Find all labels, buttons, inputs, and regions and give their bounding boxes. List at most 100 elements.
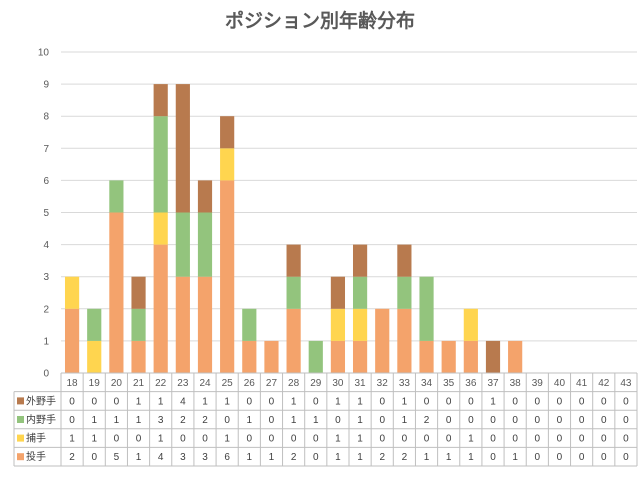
data-label: 0	[557, 452, 563, 463]
data-label: 0	[69, 396, 75, 407]
data-label: 0	[490, 415, 496, 426]
bar-segment	[64, 308, 80, 373]
bar-segment	[220, 180, 235, 373]
data-label: 2	[291, 452, 297, 463]
legend-key	[17, 416, 24, 423]
legend-label: 捕手	[26, 432, 46, 445]
data-label: 0	[468, 396, 474, 407]
bar-segment	[485, 340, 501, 373]
data-label: 0	[601, 415, 607, 426]
bar-segment	[463, 340, 478, 373]
x-tick-label: 35	[443, 378, 455, 389]
bar-segment	[508, 340, 523, 373]
data-label: 1	[424, 452, 430, 463]
data-label: 0	[512, 415, 518, 426]
data-label: 1	[247, 452, 253, 463]
bar-segment	[153, 212, 168, 245]
bar-segment	[419, 276, 434, 341]
data-label: 0	[224, 415, 230, 426]
y-tick-label: 10	[38, 48, 50, 59]
data-label: 6	[224, 452, 230, 463]
data-label: 1	[136, 396, 142, 407]
data-label: 0	[512, 396, 518, 407]
data-label: 1	[490, 396, 496, 407]
data-label: 0	[180, 434, 186, 445]
data-label: 0	[446, 415, 452, 426]
bar-segment	[375, 308, 390, 373]
data-label: 2	[69, 452, 75, 463]
data-label: 1	[114, 415, 120, 426]
data-label: 1	[357, 396, 363, 407]
data-label: 1	[468, 434, 474, 445]
bar-segment	[286, 244, 301, 277]
x-tick-label: 19	[89, 378, 101, 389]
data-label: 1	[357, 434, 363, 445]
x-tick-label: 26	[244, 378, 256, 389]
bar-segment	[131, 340, 146, 373]
legend-label: 投手	[26, 450, 46, 463]
bar-segment	[87, 308, 102, 341]
data-label: 0	[601, 396, 607, 407]
x-tick-label: 42	[598, 378, 610, 389]
data-label: 0	[114, 434, 120, 445]
bar-segment	[131, 276, 146, 309]
legend-key	[17, 453, 24, 461]
data-label: 0	[291, 434, 297, 445]
data-label: 0	[512, 434, 518, 445]
bar-segment	[330, 340, 346, 373]
data-label: 1	[247, 415, 253, 426]
data-label: 0	[535, 396, 541, 407]
data-label: 0	[269, 415, 275, 426]
x-tick-label: 29	[310, 378, 322, 389]
data-label: 1	[402, 415, 408, 426]
bar-segment	[397, 244, 412, 277]
data-label: 1	[91, 415, 97, 426]
x-tick-label: 24	[199, 378, 211, 389]
bar-segment	[352, 276, 368, 309]
data-label: 0	[402, 434, 408, 445]
data-label: 2	[379, 452, 385, 463]
data-label: 4	[158, 452, 164, 463]
data-label: 0	[379, 415, 385, 426]
y-tick-label: 4	[43, 240, 49, 251]
data-label: 0	[202, 434, 208, 445]
data-label: 0	[136, 434, 142, 445]
data-label: 1	[512, 452, 518, 463]
x-tick-label: 20	[111, 378, 123, 389]
chart-title: ポジション別年齢分布	[225, 9, 415, 32]
bar-segment	[220, 148, 235, 181]
data-label: 0	[335, 415, 341, 426]
bar-segment	[109, 180, 124, 213]
data-label: 0	[446, 396, 452, 407]
data-label: 0	[379, 434, 385, 445]
data-label: 1	[357, 452, 363, 463]
bar-segment	[197, 180, 213, 213]
data-label: 0	[557, 434, 563, 445]
x-tick-label: 37	[487, 378, 499, 389]
data-label: 0	[623, 434, 629, 445]
data-label: 0	[535, 452, 541, 463]
y-tick-label: 8	[43, 112, 49, 123]
bar-segment	[352, 340, 368, 373]
data-label: 1	[269, 452, 275, 463]
legend-key	[17, 397, 24, 405]
x-tick-label: 23	[177, 378, 189, 389]
data-label: 1	[91, 434, 97, 445]
data-label: 0	[247, 434, 253, 445]
data-label: 0	[313, 396, 319, 407]
x-tick-label: 34	[421, 378, 433, 389]
bar-segment	[397, 308, 412, 373]
data-table: 18 19 20 21 22 23 24 25 26 27 28 29 30 31 32 33 34 35 36 37…	[13, 372, 638, 467]
bar-segment	[352, 308, 368, 341]
y-axis: 0 1 2 3 4 5 6 7 8 9 10	[38, 48, 50, 380]
data-label: 3	[158, 415, 164, 426]
bar-segment	[397, 276, 412, 309]
legend-label: 外野手	[26, 394, 56, 407]
legend-key	[17, 434, 24, 442]
data-label: 2	[180, 415, 186, 426]
data-label: 0	[579, 452, 585, 463]
bar-segment	[197, 276, 213, 373]
legend-label: 内野手	[26, 413, 56, 426]
data-label: 0	[490, 452, 496, 463]
data-label: 0	[557, 415, 563, 426]
